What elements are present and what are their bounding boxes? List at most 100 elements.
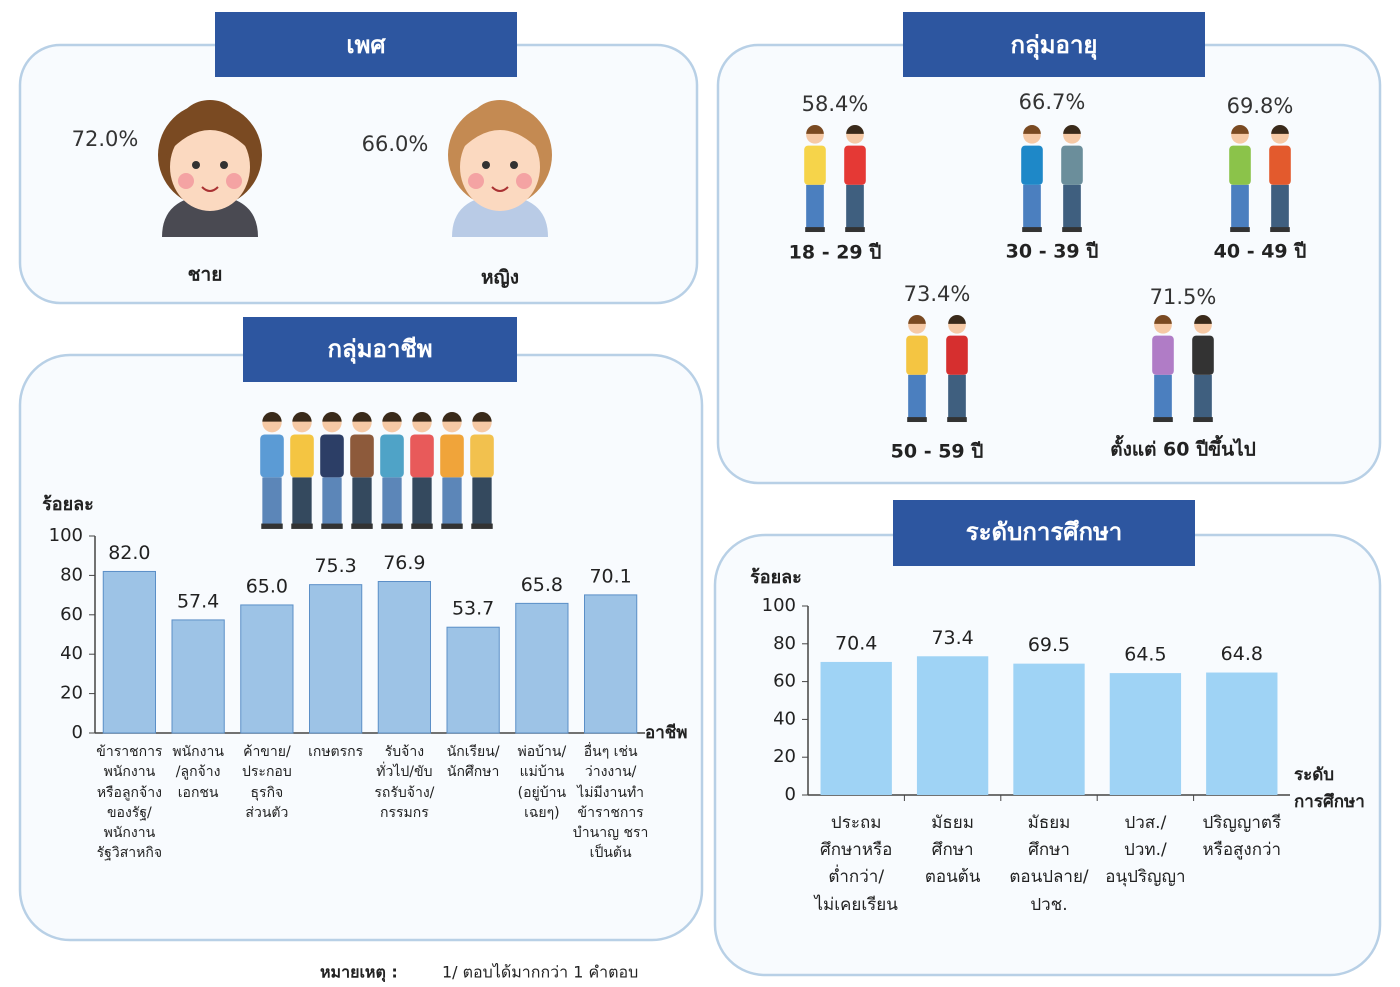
x-tick-label-box: มัธยม ศึกษา ตอนต้น	[900, 810, 1004, 987]
age-title: กลุ่มอายุ	[1010, 31, 1097, 61]
legs	[1023, 185, 1041, 228]
shoes	[261, 524, 282, 529]
bar	[447, 627, 499, 733]
cheek	[516, 173, 532, 189]
shirt	[1229, 146, 1251, 185]
legs	[1154, 375, 1172, 418]
bar	[821, 662, 892, 795]
value-label: 70.4	[835, 632, 877, 654]
shirt	[290, 435, 314, 478]
infographic: เพศ กลุ่มอายุ 72.0% ชาย 66.0% หญิง หมายเ…	[0, 0, 1400, 987]
x-tick-label-box: ปริญญาตรี หรือสูงกว่า	[1190, 810, 1294, 987]
value-label: 70.1	[589, 565, 631, 587]
value-label: 69.5	[1028, 634, 1070, 656]
bar	[1013, 664, 1084, 795]
x-tick-label: ประถม ศึกษาหรือ ต่ำกว่า/ ไม่เคยเรียน	[804, 810, 908, 919]
x-tick-label: ข้าราชการ พนักงาน หรือลูกจ้าง ของรัฐ/ พน…	[91, 742, 168, 864]
x-tick-label: อื่นๆ เช่น ว่างงาน/ ไม่มีงานทำ ข้าราชการ…	[572, 742, 649, 864]
legs	[382, 477, 401, 524]
age-label: 18 - 29 ปี	[789, 242, 882, 264]
y-tick-label: 20	[60, 683, 83, 704]
bar	[241, 605, 293, 733]
x-axis-label: อาชีพ	[645, 720, 705, 747]
legs	[908, 375, 926, 418]
cheek	[468, 173, 484, 189]
x-tick-label-box: รับจ้าง ทั่วไป/ขับ รถรับจ้าง/ กรรมกร	[366, 742, 443, 922]
eye	[220, 161, 228, 169]
gender-value: 66.0%	[362, 132, 429, 156]
y-tick-label: 100	[49, 525, 83, 546]
value-label: 64.8	[1221, 643, 1263, 665]
eye	[482, 161, 490, 169]
bar	[1110, 673, 1181, 795]
eye	[510, 161, 518, 169]
legs	[262, 477, 281, 524]
bar	[585, 595, 637, 733]
legs	[472, 477, 491, 524]
avatar-icon	[158, 100, 262, 237]
age-label: 50 - 59 ปี	[891, 441, 984, 463]
bar	[172, 620, 224, 733]
shirt	[946, 336, 968, 375]
legs	[442, 477, 461, 524]
x-tick-label-box: มัธยม ศึกษา ตอนปลาย/ ปวช.	[997, 810, 1101, 987]
bar	[310, 585, 362, 733]
chart-title: กลุ่มอาชีพ	[327, 335, 432, 365]
x-axis-label-box: อาชีพ	[645, 720, 705, 780]
shirt	[470, 435, 494, 478]
shoes	[381, 524, 402, 529]
x-tick-label-box: พ่อบ้าน/ แม่บ้าน (อยู่บ้านเฉยๆ)	[504, 742, 581, 922]
chart-title: ระดับการศึกษา	[966, 518, 1123, 546]
shirt	[1192, 336, 1214, 375]
cheek	[226, 173, 242, 189]
y-tick-label: 100	[762, 595, 796, 616]
age-label: ตั้งแต่ 60 ปีขึ้นไป	[1110, 435, 1256, 461]
age-label: 30 - 39 ปี	[1006, 241, 1099, 263]
x-tick-label-box: เกษตรกร	[297, 742, 374, 922]
x-tick-label: ค้าขาย/ ประกอบ ธุรกิจ ส่วนตัว	[229, 742, 306, 823]
y-axis-label: ร้อยละ	[42, 494, 94, 515]
y-tick-label: 20	[773, 746, 796, 767]
x-tick-label: มัธยม ศึกษา ตอนปลาย/ ปวช.	[997, 810, 1101, 919]
legs	[1194, 375, 1212, 418]
shoes	[351, 524, 372, 529]
value-label: 75.3	[314, 555, 356, 577]
x-tick-label-box: ประถม ศึกษาหรือ ต่ำกว่า/ ไม่เคยเรียน	[804, 810, 908, 987]
shoes	[907, 417, 927, 422]
shirt	[380, 435, 404, 478]
shirt	[844, 146, 866, 185]
shoes	[1153, 417, 1173, 422]
shirt	[1269, 146, 1291, 185]
legs	[1063, 185, 1081, 228]
gender-value: 72.0%	[72, 127, 139, 151]
legs	[412, 477, 431, 524]
value-label: 76.9	[383, 552, 425, 574]
shoes	[1270, 227, 1290, 232]
y-tick-label: 80	[773, 633, 796, 654]
bar	[103, 571, 155, 733]
legs	[1231, 185, 1249, 228]
shirt	[906, 336, 928, 375]
bar	[516, 603, 568, 733]
x-axis-label-box: ระดับ การศึกษา	[1294, 762, 1380, 822]
y-tick-label: 60	[60, 604, 83, 625]
gender-panel	[20, 45, 697, 303]
eye	[192, 161, 200, 169]
value-label: 65.0	[246, 575, 288, 597]
y-axis-label: ร้อยละ	[750, 567, 802, 588]
age-value: 69.8%	[1227, 94, 1294, 118]
y-tick-label: 40	[60, 643, 83, 664]
gender-label: ชาย	[188, 264, 223, 286]
x-tick-label: ปริญญาตรี หรือสูงกว่า	[1190, 810, 1294, 864]
shoes	[805, 227, 825, 232]
y-tick-label: 0	[72, 722, 83, 743]
note-text: 1/ ตอบได้มากกว่า 1 คำตอบ	[442, 963, 638, 982]
x-tick-label: มัธยม ศึกษา ตอนต้น	[900, 810, 1004, 892]
value-label: 53.7	[452, 598, 494, 620]
x-tick-label-box: พนักงาน /ลูกจ้าง เอกชน	[160, 742, 237, 922]
shirt	[410, 435, 434, 478]
value-label: 64.5	[1124, 644, 1166, 666]
legs	[948, 375, 966, 418]
bar	[1206, 673, 1277, 795]
gender-title: เพศ	[346, 31, 386, 59]
